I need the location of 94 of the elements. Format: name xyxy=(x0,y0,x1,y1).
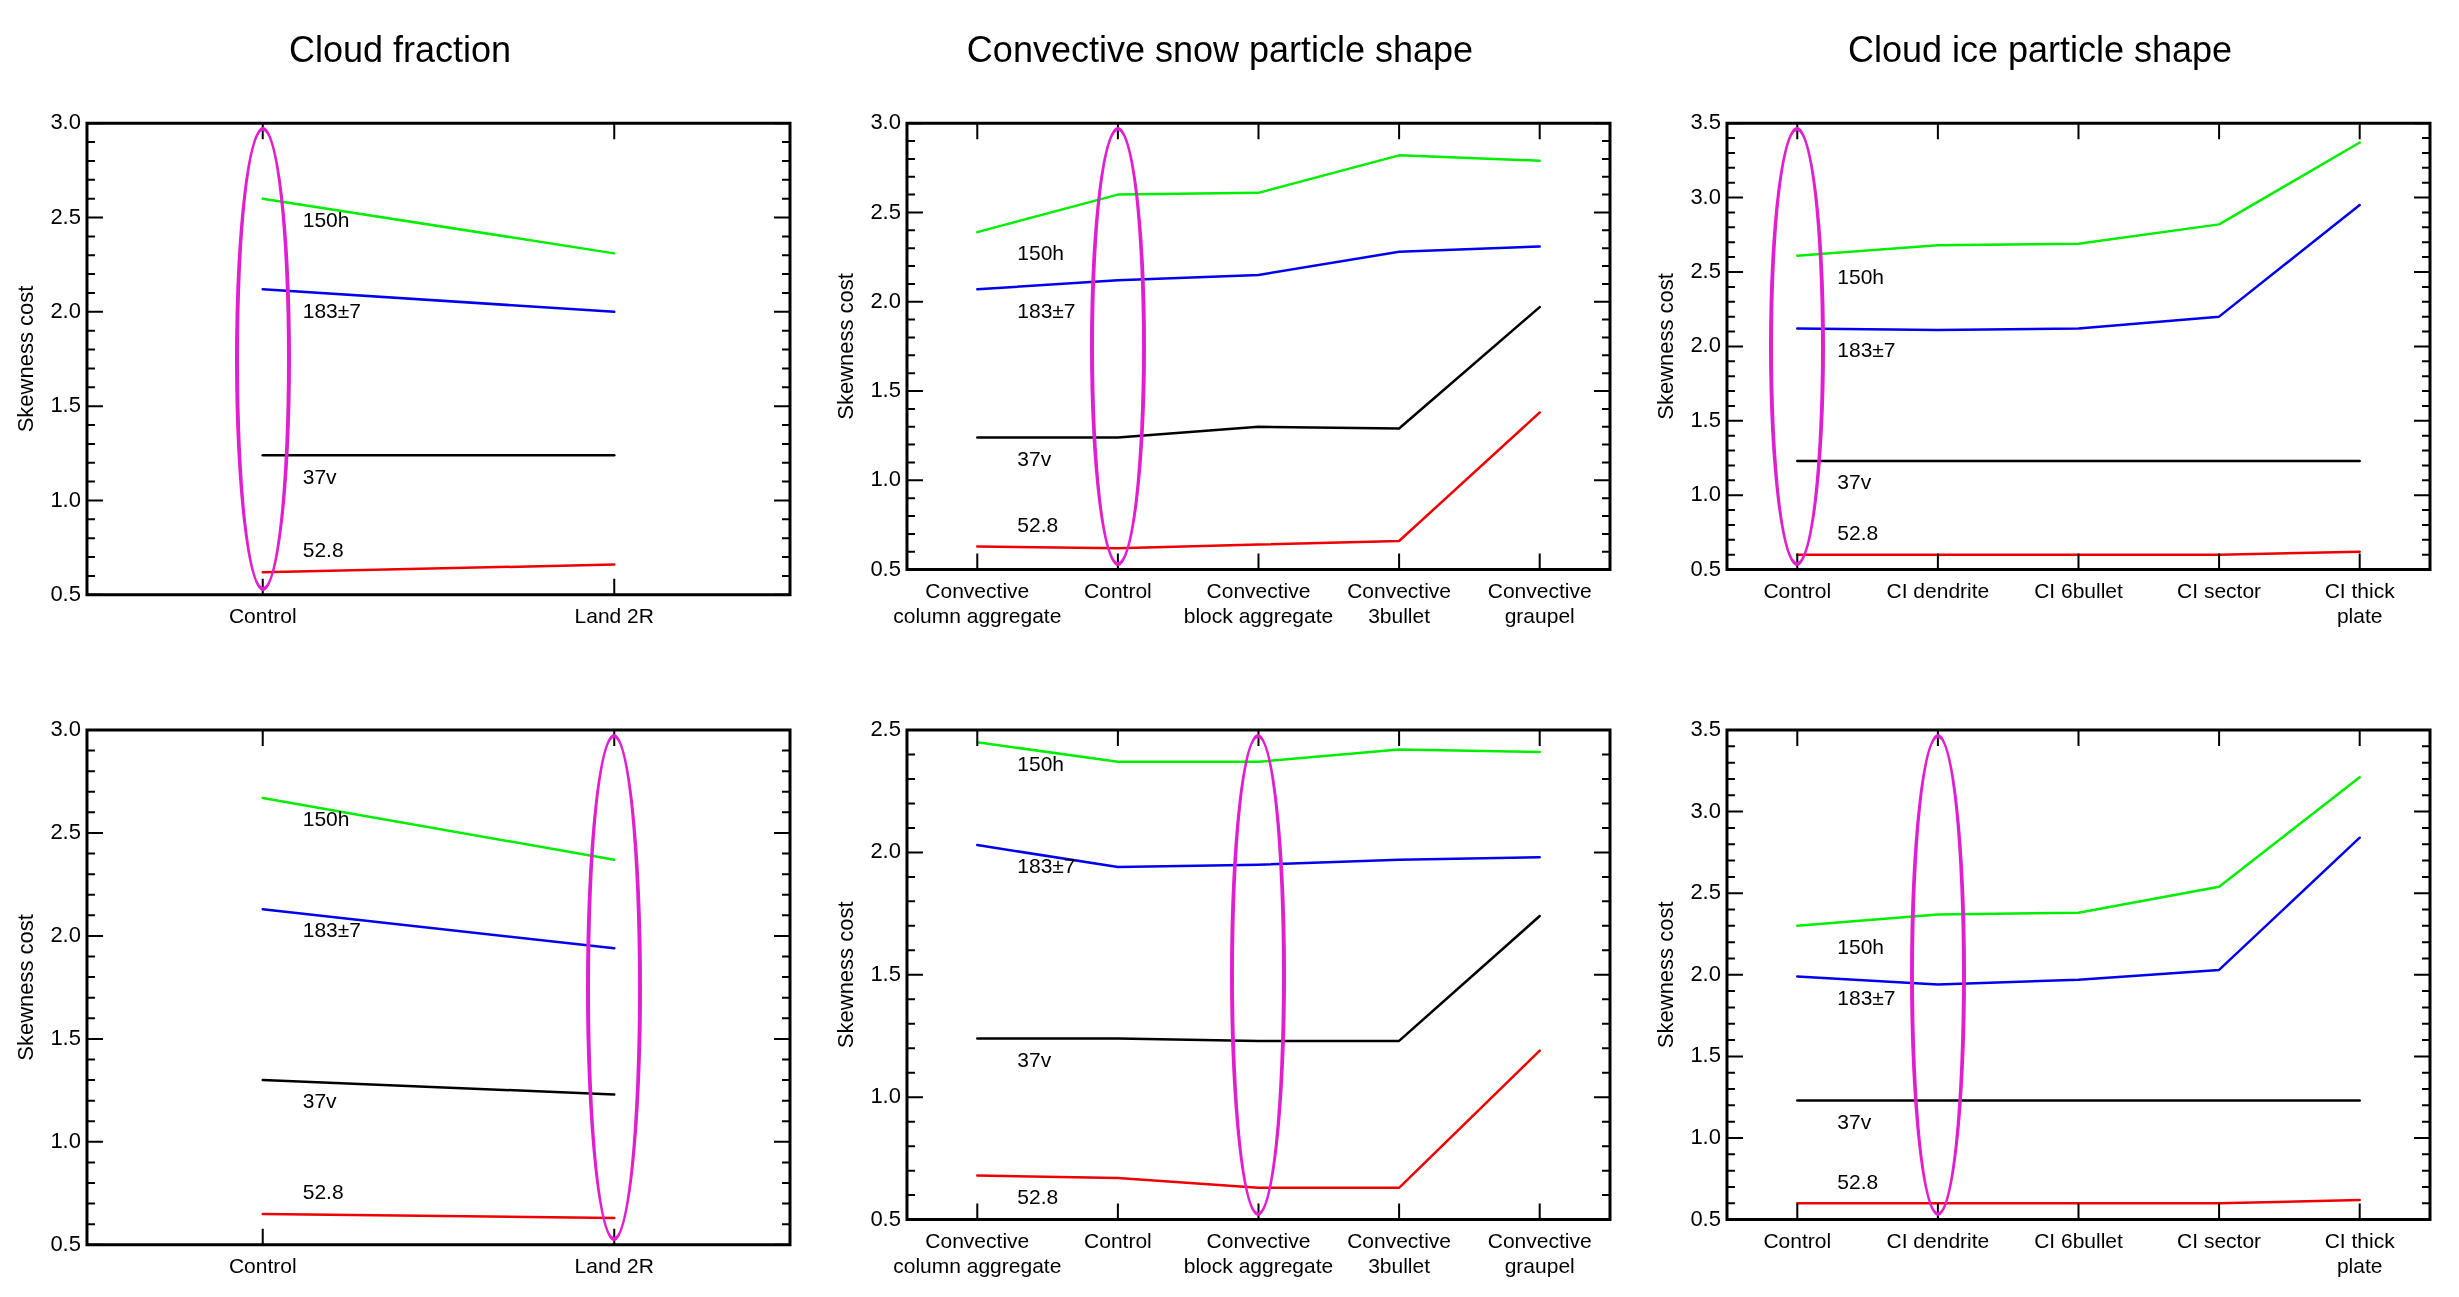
x-tick-label: CI 6bullet xyxy=(2034,1229,2124,1252)
y-tick-label: 1.5 xyxy=(1690,406,1721,432)
y-axis-title: Skewness cost xyxy=(1653,901,1679,1049)
text: 2.0 xyxy=(1690,332,1721,358)
x-tick-label: Convective block aggregate xyxy=(1183,579,1334,628)
y-axis-title: Skewness cost xyxy=(1653,273,1679,420)
series-label: 150h xyxy=(1837,264,1884,288)
y-tick-label: 2.5 xyxy=(1690,258,1721,284)
y-tick-label: 2.5 xyxy=(870,716,901,742)
series-label: 52.8 xyxy=(302,538,344,562)
x-tick-label: Control xyxy=(1084,579,1152,602)
text: 2.0 xyxy=(870,287,901,313)
x-tick-label: Control xyxy=(1763,579,1832,602)
series-label: 52.8 xyxy=(1837,1169,1879,1193)
x-tick-label: Convective 3bullet xyxy=(1347,1229,1452,1278)
x-tick-label: Control xyxy=(1763,1229,1832,1252)
x-tick-label: Control xyxy=(228,1254,297,1278)
series-label: 37v xyxy=(302,464,338,488)
y-axis-title: Skewness cost xyxy=(833,273,859,420)
text: 2.0 xyxy=(1690,960,1721,986)
y-tick-label: 2.5 xyxy=(50,203,81,229)
text: 3.0 xyxy=(50,716,81,742)
series-label: 52.8 xyxy=(1837,521,1879,545)
y-tick-label: 2.5 xyxy=(870,198,901,224)
series-label: 37v xyxy=(302,1089,338,1113)
y-tick-label: 0.5 xyxy=(50,580,81,606)
chart-title: Convective snow particle shape xyxy=(966,28,1474,70)
series-label: 150h xyxy=(1837,935,1884,959)
x-tick-label: CI thick plate xyxy=(2324,1229,2396,1278)
series-label: 52.8 xyxy=(1017,1184,1059,1208)
y-tick-label: 2.5 xyxy=(50,819,81,845)
y-tick-label: 3.5 xyxy=(1690,109,1721,135)
text: 3.0 xyxy=(1690,183,1721,209)
y-tick-label: 1.5 xyxy=(870,377,901,403)
x-tick-label: Control xyxy=(228,604,297,628)
text: 2.0 xyxy=(50,921,81,947)
series-label: 52.8 xyxy=(302,1180,344,1204)
y-tick-label: 1.5 xyxy=(50,392,81,418)
series-label: 150h xyxy=(302,207,350,231)
chart-title: Cloud ice particle shape xyxy=(1847,28,2233,70)
x-tick-label: CI dendrite xyxy=(1886,1229,1990,1252)
x-tick-label: CI thick plate xyxy=(2324,579,2396,628)
y-tick-label: 0.5 xyxy=(870,1205,901,1231)
y-tick-label: 2.5 xyxy=(1690,879,1721,905)
text: 3.0 xyxy=(50,109,81,135)
series-label: 52.8 xyxy=(1017,512,1059,536)
x-tick-label: CI dendrite xyxy=(1886,579,1990,602)
text: 1.0 xyxy=(50,486,81,512)
text: 2.0 xyxy=(50,297,81,323)
x-tick-label: Land 2R xyxy=(574,604,654,628)
text: 2.0 xyxy=(870,838,901,864)
series-label: 183±7 xyxy=(1017,854,1076,878)
x-tick-label: Convective column aggregate xyxy=(893,579,1062,628)
series-label: 183±7 xyxy=(1017,298,1076,322)
x-tick-label: Land 2R xyxy=(574,1254,654,1278)
series-label: 37v xyxy=(1017,1047,1052,1071)
y-axis-title: Skewness cost xyxy=(13,914,39,1061)
series-label: 150h xyxy=(1017,751,1064,775)
y-tick-label: 3.5 xyxy=(1690,716,1721,742)
chart-title: Cloud fraction xyxy=(288,28,512,70)
y-tick-label: 1.5 xyxy=(1690,1042,1721,1068)
y-tick-label: 0.5 xyxy=(50,1230,81,1256)
series-label: 183±7 xyxy=(302,918,361,942)
x-tick-label: Convective graupel xyxy=(1487,1229,1592,1278)
x-tick-label: Control xyxy=(1084,1229,1152,1252)
x-tick-label: Convective column aggregate xyxy=(893,1229,1062,1278)
y-tick-label: 0.5 xyxy=(1690,555,1721,581)
series-label: 183±7 xyxy=(1837,337,1896,361)
text: 1.0 xyxy=(870,1083,901,1109)
x-tick-label: CI sector xyxy=(2177,579,2262,602)
x-tick-label: Convective block aggregate xyxy=(1183,1229,1334,1278)
x-tick-label: Convective 3bullet xyxy=(1347,579,1452,628)
y-tick-label: 0.5 xyxy=(870,555,901,581)
text: 3.0 xyxy=(1690,797,1721,823)
y-tick-label: 1.5 xyxy=(50,1024,81,1050)
x-tick-label: Convective graupel xyxy=(1487,579,1592,628)
text: 3.0 xyxy=(870,109,901,135)
text: 1.0 xyxy=(1690,1124,1721,1150)
x-tick-label: CI sector xyxy=(2177,1229,2262,1252)
y-tick-label: 0.5 xyxy=(1690,1205,1721,1231)
series-label: 150h xyxy=(302,807,350,831)
series-label: 37v xyxy=(1837,470,1872,494)
series-label: 37v xyxy=(1837,1109,1872,1133)
series-label: 183±7 xyxy=(1837,985,1896,1009)
text: 1.0 xyxy=(50,1127,81,1153)
y-tick-label: 1.5 xyxy=(870,960,901,986)
y-axis-title: Skewness cost xyxy=(13,285,39,433)
text: 1.0 xyxy=(1690,481,1721,507)
y-axis-title: Skewness cost xyxy=(833,901,859,1049)
series-label: 183±7 xyxy=(302,298,361,322)
text: 1.0 xyxy=(870,466,901,492)
x-tick-label: CI 6bullet xyxy=(2034,579,2124,602)
series-label: 37v xyxy=(1017,446,1052,470)
series-label: 150h xyxy=(1017,241,1064,265)
